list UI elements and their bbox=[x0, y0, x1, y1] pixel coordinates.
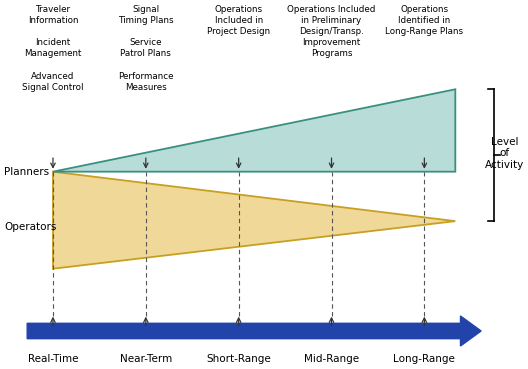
Text: Mid-Range: Mid-Range bbox=[304, 354, 359, 364]
Text: Operations Included
in Preliminary
Design/Transp.
Improvement
Programs: Operations Included in Preliminary Desig… bbox=[287, 5, 376, 58]
Text: Long-Range: Long-Range bbox=[393, 354, 455, 364]
Text: Operators: Operators bbox=[4, 222, 56, 232]
Text: Operations
Identified in
Long-Range Plans: Operations Identified in Long-Range Plan… bbox=[385, 5, 464, 36]
Text: Level
of
Activity: Level of Activity bbox=[485, 137, 524, 170]
Text: Real-Time: Real-Time bbox=[28, 354, 78, 364]
Polygon shape bbox=[53, 172, 455, 269]
Text: Signal
Timing Plans

Service
Patrol Plans

Performance
Measures: Signal Timing Plans Service Patrol Plans… bbox=[118, 5, 174, 92]
Text: Traveler
Information

Incident
Management

Advanced
Signal Control: Traveler Information Incident Management… bbox=[22, 5, 84, 92]
FancyArrow shape bbox=[27, 316, 481, 346]
Polygon shape bbox=[53, 89, 455, 172]
Text: Near-Term: Near-Term bbox=[120, 354, 172, 364]
Text: Short-Range: Short-Range bbox=[206, 354, 271, 364]
Text: Planners: Planners bbox=[4, 167, 49, 177]
Text: Operations
Included in
Project Design: Operations Included in Project Design bbox=[207, 5, 270, 36]
